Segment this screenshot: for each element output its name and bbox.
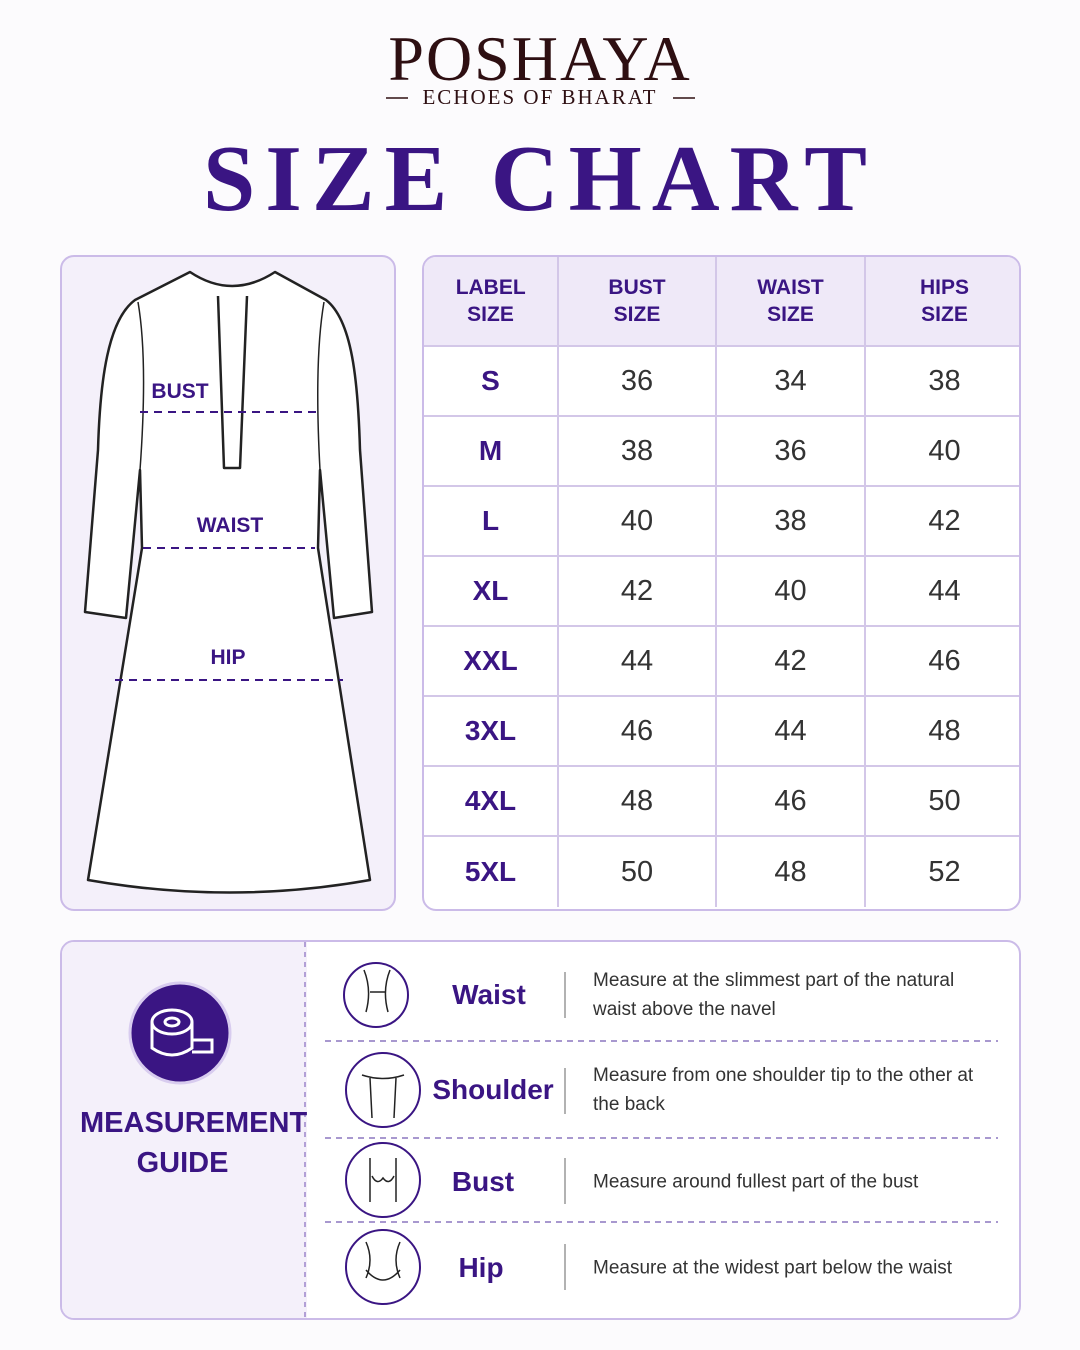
brand-name: POSHAYA: [388, 23, 692, 94]
tagline-text: ECHOES OF BHARAT: [422, 85, 658, 109]
value-cell: 36: [559, 347, 717, 417]
header-cell: LABEL SIZE: [424, 257, 559, 347]
size-cell: 4XL: [424, 767, 559, 837]
header-cell: BUST SIZE: [559, 257, 717, 347]
size-cell: 5XL: [424, 837, 559, 907]
value-cell: 52: [928, 855, 961, 888]
value-cell: 48: [866, 697, 1019, 767]
size-cell: XXL: [424, 627, 559, 697]
value-cell: 46: [866, 627, 1019, 697]
guide-item-text: Measure at the slimmest part of the natu…: [593, 970, 955, 1020]
garment-label: WAIST: [196, 514, 264, 537]
size-cell: M: [424, 417, 559, 487]
guide-item-text: Measure around fullest part of the bust: [593, 1171, 919, 1193]
value-cell: 42: [559, 557, 717, 627]
size-cell: XL: [424, 557, 559, 627]
size-cell: S: [424, 347, 559, 417]
value-cell: 46: [717, 767, 866, 837]
value-cell: 44: [717, 697, 866, 767]
value-cell: 38: [559, 417, 717, 487]
value-cell: 34: [717, 347, 866, 417]
value-cell: 40: [866, 417, 1019, 487]
guide-item-text: Measure from one shoulder tip to the oth…: [593, 1065, 974, 1115]
value-cell: 42: [866, 487, 1019, 557]
header-cell: WAIST SIZE: [717, 257, 866, 347]
value-cell: 50: [559, 837, 717, 907]
value-cell: 48: [559, 767, 717, 837]
page-title: SIZE CHART: [203, 127, 877, 231]
guide-item-name: Waist: [452, 979, 526, 1010]
value-cell: 48: [717, 837, 866, 907]
size-table: LABEL SIZE BUST SIZE WAIST SIZE HIPS SIZE S 3…: [422, 255, 1021, 911]
size-cell: L: [424, 487, 559, 557]
guide-item-name: Bust: [451, 1166, 515, 1197]
guide-item-text: Measure at the widest part below the wai…: [593, 1257, 953, 1279]
garment-label: BUST: [151, 380, 209, 403]
guide-drawing: [128, 942, 998, 1318]
value-cell: 40: [717, 557, 866, 627]
value-cell: 50: [866, 767, 1019, 837]
value-cell: 40: [559, 487, 717, 557]
value-cell: 42: [717, 627, 866, 697]
value-cell: 38: [866, 347, 1019, 417]
garment-drawing: [83, 270, 374, 894]
guide-item-name: Shoulder: [432, 1074, 554, 1105]
guide-title: MEASUREMENT GUIDE: [80, 1107, 308, 1179]
garment-label: HIP: [210, 646, 246, 669]
brand-tagline: ECHOES OF BHARAT: [0, 85, 1080, 110]
value-cell: 46: [559, 697, 717, 767]
value-cell: 44: [559, 627, 717, 697]
value-cell: 44: [866, 557, 1019, 627]
guide-item-name: Hip: [458, 1252, 504, 1283]
size-cell: 3XL: [424, 697, 559, 767]
value-cell: 36: [717, 417, 866, 487]
tagline-dashes: [386, 97, 695, 99]
header-cell: HIPS SIZE: [866, 257, 1019, 347]
value-cell: 38: [717, 487, 866, 557]
